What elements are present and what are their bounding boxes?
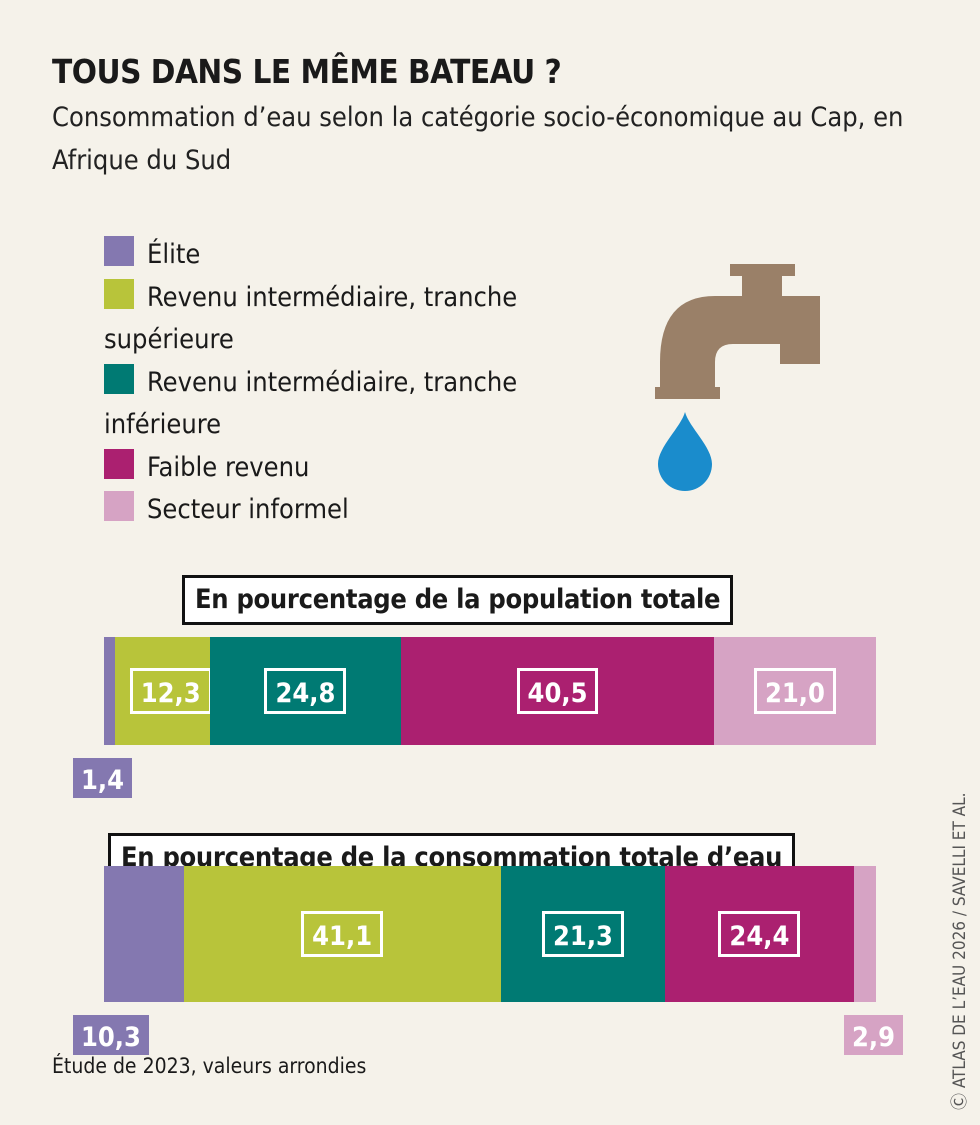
legend-label: Élite (147, 239, 201, 270)
legend-swatch (104, 491, 134, 521)
footnote: Étude de 2023, valeurs arrondies (52, 1054, 367, 1078)
population-stacked-bar: 1,4 12,3 24,8 40,5 21,0 (70, 637, 876, 801)
legend-item-upper-middle: Revenu intermédiaire, tranche supérieure (104, 277, 584, 362)
legend-item-low-income: Faible revenu (104, 447, 584, 490)
data-label-informal: 21,0 (753, 668, 836, 714)
consumption-stacked-bar: 10,3 41,1 21,3 24,4 2,9 (70, 866, 907, 1058)
legend-item-elite: Élite (104, 234, 584, 277)
bar-segment-elite (104, 637, 115, 745)
data-label-lower-middle: 24,8 (264, 668, 347, 714)
legend: Élite Revenu intermédiaire, tranche supé… (104, 234, 584, 532)
data-label-low-income: 24,4 (718, 911, 801, 957)
bar-segment-elite (104, 866, 184, 1002)
copyright-icon: Ⓒ (950, 1088, 970, 1110)
legend-label: Revenu intermédiaire, tranche supérieure (104, 281, 518, 356)
data-label-upper-middle: 12,3 (129, 668, 212, 714)
legend-swatch (104, 448, 134, 479)
legend-item-lower-middle: Revenu intermédiaire, tranche inférieure (104, 362, 584, 447)
data-label-elite: 1,4 (70, 755, 136, 801)
legend-swatch (104, 363, 134, 394)
data-label-low-income: 40,5 (516, 668, 599, 714)
chart-title: TOUS DANS LE MÊME BATEAU ? (52, 52, 562, 91)
legend-swatch (104, 236, 134, 266)
data-label-upper-middle: 41,1 (301, 911, 384, 957)
credit: Ⓒ ATLAS DE L’EAU 2026 / SAVELLI ET AL. (945, 793, 970, 1111)
legend-label: Secteur informel (147, 494, 349, 525)
faucet-icon (655, 264, 820, 491)
population-panel-title: En pourcentage de la population totale (182, 575, 734, 625)
legend-label: Revenu intermédiaire, tranche inférieure (104, 366, 518, 441)
water-drop-icon (658, 412, 712, 491)
credit-text: ATLAS DE L’EAU 2026 / SAVELLI ET AL. (950, 792, 970, 1089)
data-label-informal: 2,9 (841, 1012, 907, 1058)
legend-swatch (104, 278, 134, 309)
bar-segment-informal (853, 866, 876, 1002)
legend-label: Faible revenu (147, 451, 310, 483)
data-label-lower-middle: 21,3 (542, 911, 624, 957)
chart-subtitle: Consommation d’eau selon la catégorie so… (52, 102, 904, 176)
data-label-elite: 10,3 (70, 1012, 152, 1058)
legend-item-informal: Secteur informel (104, 489, 584, 532)
